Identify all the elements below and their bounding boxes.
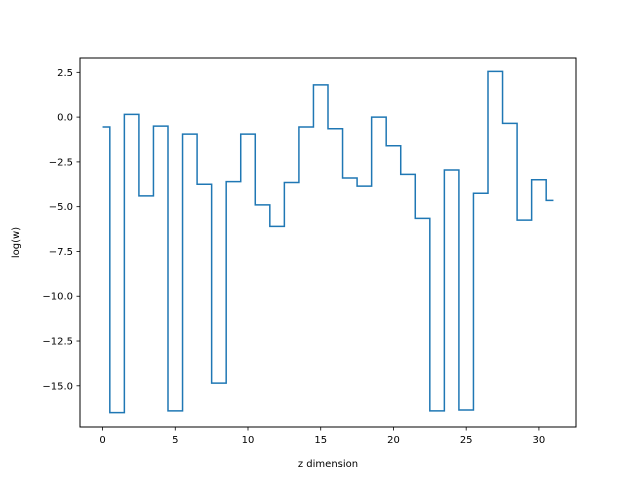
y-tick-label: −15.0 — [42, 381, 73, 392]
x-tick-label: 15 — [314, 435, 327, 446]
ticks-layer: 0 5 10 15 20 25 30 2.5 0.0 −2.5 −5.0 −7.5 −10.0 −12.5… — [42, 68, 545, 446]
axes-frame — [79, 57, 577, 428]
x-tick-label: 10 — [242, 435, 255, 446]
y-tick-label: −7.5 — [49, 247, 73, 258]
plot-layer — [102, 70, 554, 414]
y-tick-label: 2.5 — [57, 68, 73, 79]
x-tick-label: 5 — [172, 435, 178, 446]
x-tick-label: 0 — [99, 435, 105, 446]
series-line-0 — [102, 70, 554, 414]
y-tick-label: 0.0 — [57, 113, 73, 124]
y-axis-label: log(w) — [11, 227, 22, 258]
x-tick-label: 25 — [460, 435, 473, 446]
y-tick-label: −2.5 — [49, 157, 73, 168]
y-tick-label: −10.0 — [42, 292, 73, 303]
x-tick-label: 30 — [533, 435, 546, 446]
x-axis-label: z dimension — [298, 459, 358, 470]
y-tick-label: −12.5 — [42, 337, 73, 348]
y-tick-label: −5.0 — [49, 202, 73, 213]
x-tick-label: 20 — [387, 435, 400, 446]
